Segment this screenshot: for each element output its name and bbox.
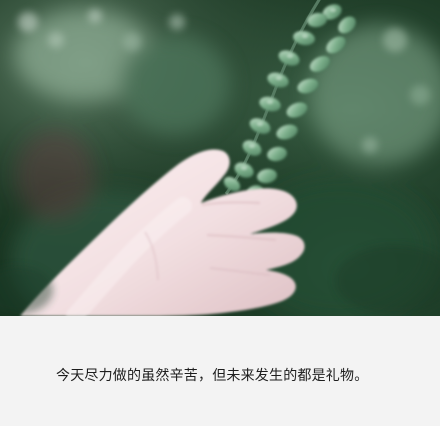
nature-photo	[0, 0, 440, 316]
caption-text: 今天尽力做的虽然辛苦，但未来发生的都是礼物。	[56, 368, 369, 384]
hand-touching-plant-photo-icon	[0, 0, 440, 316]
caption-area: 今天尽力做的虽然辛苦，但未来发生的都是礼物。	[0, 316, 440, 426]
